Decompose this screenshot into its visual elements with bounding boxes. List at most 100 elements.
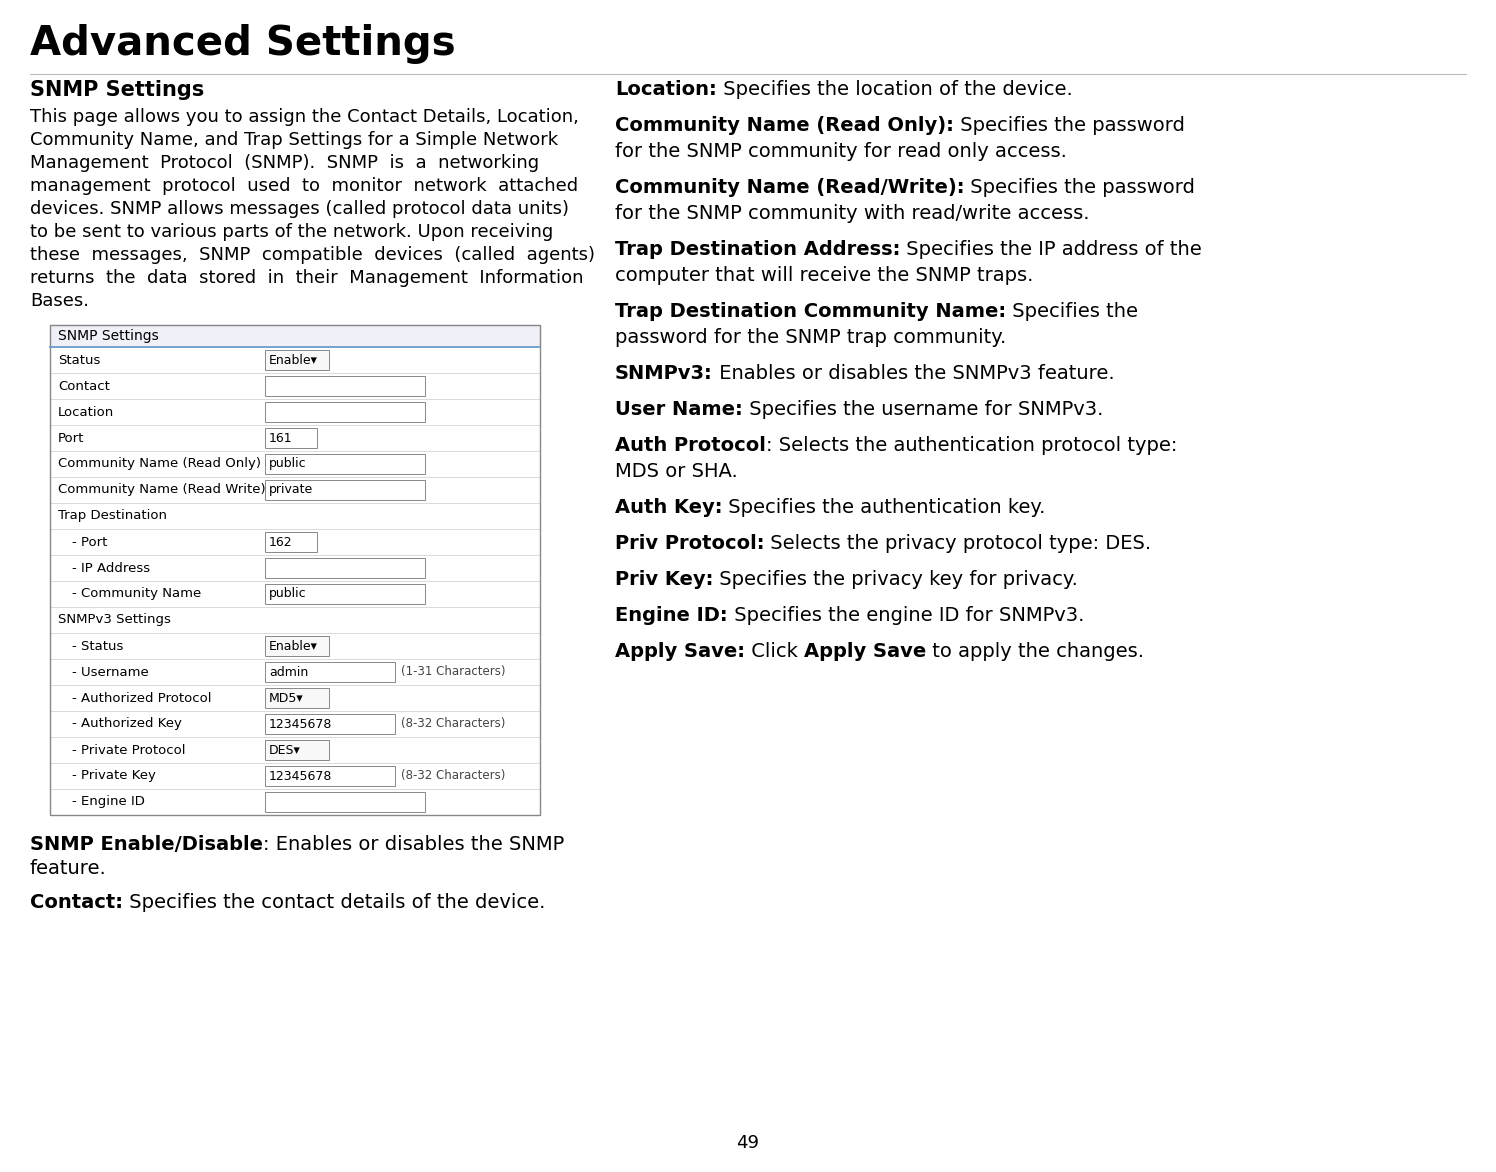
Text: Specifies the: Specifies the (1007, 302, 1138, 321)
Bar (265, 454, 425, 473)
Text: - Port: - Port (72, 536, 108, 548)
Text: private: private (269, 484, 313, 497)
Bar (49, 633, 540, 659)
Bar (49, 325, 540, 347)
Text: Location: Location (58, 406, 114, 418)
Text: admin: admin (269, 666, 308, 679)
Bar (265, 766, 395, 786)
Bar (265, 532, 317, 552)
Text: Community Name, and Trap Settings for a Simple Network: Community Name, and Trap Settings for a … (30, 131, 558, 149)
Bar (49, 581, 540, 607)
Text: Specifies the password: Specifies the password (954, 116, 1185, 135)
Text: SNMP Enable/Disable: SNMP Enable/Disable (30, 834, 263, 854)
Text: Trap Destination Address:: Trap Destination Address: (615, 240, 901, 259)
Text: 49: 49 (736, 1134, 760, 1152)
Text: Management  Protocol  (SNMP).  SNMP  is  a  networking: Management Protocol (SNMP). SNMP is a ne… (30, 154, 539, 172)
Text: Apply Save:: Apply Save: (615, 642, 745, 661)
Bar (49, 556, 540, 581)
Text: SNMP Settings: SNMP Settings (58, 329, 159, 343)
Text: Engine ID:: Engine ID: (615, 606, 727, 625)
Text: password for the SNMP trap community.: password for the SNMP trap community. (615, 328, 1007, 347)
Text: Location:: Location: (615, 80, 717, 98)
Text: returns  the  data  stored  in  their  Management  Information: returns the data stored in their Managem… (30, 270, 583, 287)
Text: - IP Address: - IP Address (72, 561, 150, 574)
Text: - Community Name: - Community Name (72, 587, 202, 600)
Text: Contact:: Contact: (30, 893, 123, 912)
Bar (49, 659, 540, 684)
Text: Auth Key:: Auth Key: (615, 498, 723, 517)
Text: Bases.: Bases. (30, 292, 88, 311)
Text: Specifies the privacy key for privacy.: Specifies the privacy key for privacy. (714, 570, 1079, 590)
Bar (49, 425, 540, 451)
Text: Enable▾: Enable▾ (269, 640, 317, 653)
Text: (8-32 Characters): (8-32 Characters) (401, 717, 506, 730)
Text: : Selects the authentication protocol type:: : Selects the authentication protocol ty… (766, 436, 1177, 455)
Text: computer that will receive the SNMP traps.: computer that will receive the SNMP trap… (615, 266, 1034, 285)
Bar (265, 428, 317, 448)
Bar (265, 741, 329, 759)
Text: Trap Destination Community Name:: Trap Destination Community Name: (615, 302, 1007, 321)
Text: Status: Status (58, 354, 100, 367)
Bar (49, 789, 540, 815)
Bar (265, 350, 329, 370)
Bar (49, 451, 540, 477)
Text: 12345678: 12345678 (269, 770, 332, 783)
Text: Auth Protocol: Auth Protocol (615, 436, 766, 455)
Bar (265, 714, 395, 734)
Text: Enable▾: Enable▾ (269, 354, 317, 367)
Text: - Private Protocol: - Private Protocol (72, 743, 186, 756)
Text: 161: 161 (269, 431, 293, 444)
Text: Selects the privacy protocol type: DES.: Selects the privacy protocol type: DES. (764, 534, 1152, 553)
Text: Priv Protocol:: Priv Protocol: (615, 534, 764, 553)
Text: - Authorized Key: - Authorized Key (72, 717, 183, 730)
Text: Click: Click (745, 642, 805, 661)
Text: Specifies the password: Specifies the password (965, 178, 1195, 197)
Bar (49, 477, 540, 503)
Text: SNMPv3:: SNMPv3: (615, 364, 712, 383)
Text: Port: Port (58, 431, 84, 444)
Bar (49, 503, 540, 529)
Bar (265, 792, 425, 812)
Bar (49, 711, 540, 737)
Bar (265, 376, 425, 396)
Text: Community Name (Read Write): Community Name (Read Write) (58, 484, 266, 497)
Text: Specifies the username for SNMPv3.: Specifies the username for SNMPv3. (742, 400, 1103, 420)
Text: User Name:: User Name: (615, 400, 742, 420)
Text: to be sent to various parts of the network. Upon receiving: to be sent to various parts of the netwo… (30, 223, 554, 241)
Text: MD5▾: MD5▾ (269, 691, 304, 704)
Text: SNMP Settings: SNMP Settings (30, 80, 205, 100)
Text: Trap Destination: Trap Destination (58, 510, 168, 523)
Text: Community Name (Read Only):: Community Name (Read Only): (615, 116, 954, 135)
Bar (265, 584, 425, 604)
Text: Specifies the contact details of the device.: Specifies the contact details of the dev… (123, 893, 546, 912)
Text: Apply Save: Apply Save (805, 642, 926, 661)
Bar (265, 402, 425, 422)
Text: MDS or SHA.: MDS or SHA. (615, 462, 738, 481)
Bar (49, 325, 540, 815)
Text: Community Name (Read Only): Community Name (Read Only) (58, 457, 260, 470)
Text: for the SNMP community with read/write access.: for the SNMP community with read/write a… (615, 204, 1089, 223)
Text: - Authorized Protocol: - Authorized Protocol (72, 691, 211, 704)
Text: SNMPv3 Settings: SNMPv3 Settings (58, 613, 171, 627)
Bar (265, 636, 329, 656)
Text: Advanced Settings: Advanced Settings (30, 23, 456, 64)
Text: DES▾: DES▾ (269, 743, 301, 756)
Bar (49, 398, 540, 425)
Bar (265, 688, 329, 708)
Bar (265, 662, 395, 682)
Bar (265, 558, 425, 578)
Text: Enables or disables the SNMPv3 feature.: Enables or disables the SNMPv3 feature. (712, 364, 1115, 383)
Bar (49, 763, 540, 789)
Text: Specifies the IP address of the: Specifies the IP address of the (901, 240, 1203, 259)
Text: devices. SNMP allows messages (called protocol data units): devices. SNMP allows messages (called pr… (30, 200, 568, 218)
Text: : Enables or disables the SNMP: : Enables or disables the SNMP (263, 834, 564, 854)
Text: Specifies the authentication key.: Specifies the authentication key. (723, 498, 1046, 517)
Text: Specifies the location of the device.: Specifies the location of the device. (717, 80, 1073, 98)
Text: Contact: Contact (58, 380, 109, 393)
Text: - Engine ID: - Engine ID (72, 796, 145, 809)
Text: Community Name (Read/Write):: Community Name (Read/Write): (615, 178, 965, 197)
Text: 12345678: 12345678 (269, 717, 332, 730)
Text: This page allows you to assign the Contact Details, Location,: This page allows you to assign the Conta… (30, 108, 579, 127)
Text: - Username: - Username (72, 666, 148, 679)
Bar (49, 529, 540, 556)
